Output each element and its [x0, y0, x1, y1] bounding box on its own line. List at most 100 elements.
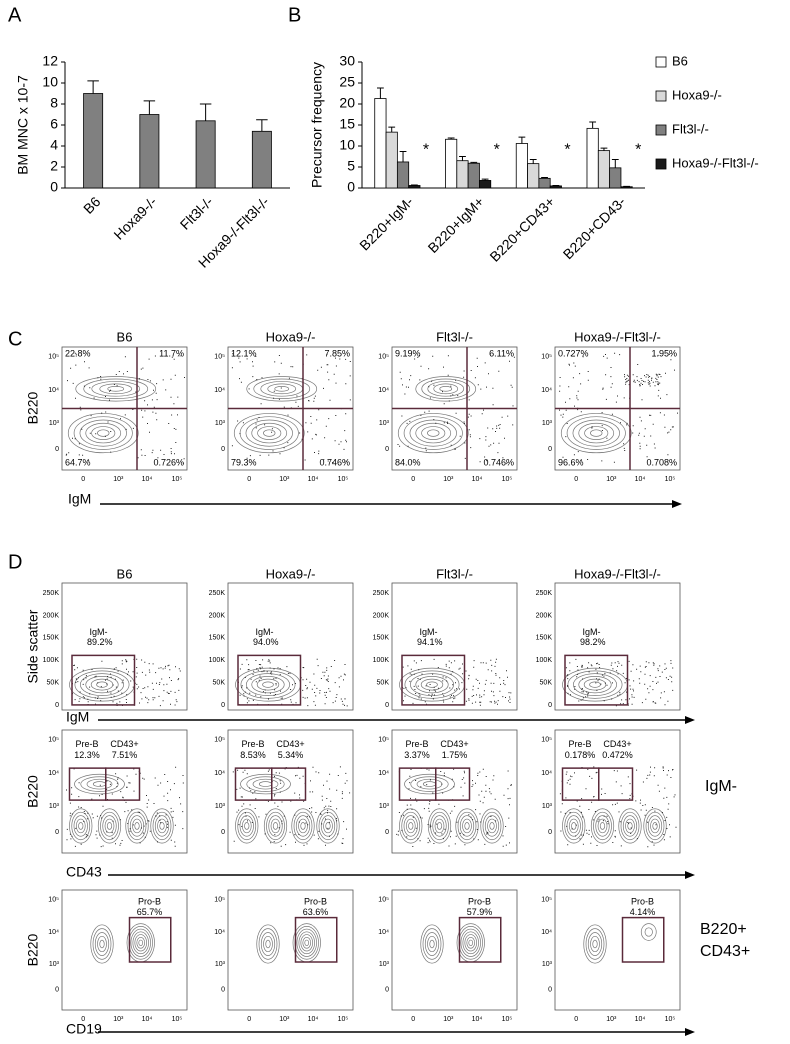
y-tick-label: 10⁴: [378, 770, 389, 777]
contour: [74, 670, 130, 699]
contour: [237, 811, 257, 841]
arrow-head: [672, 500, 682, 508]
y-tick-label: 15: [339, 116, 355, 132]
arrow-head: [685, 716, 695, 724]
contour: [83, 378, 149, 400]
y-axis-label: B220: [25, 775, 41, 808]
contour: [587, 932, 603, 956]
column-title: Hoxa9-/-Flt3l-/-: [574, 329, 661, 344]
contour: [464, 934, 477, 952]
contour: [318, 811, 338, 841]
quadrant-percent: 0.726%: [153, 457, 184, 467]
panel-label: C: [8, 328, 22, 350]
y-tick-label: 10⁵: [214, 737, 225, 744]
contour: [427, 808, 452, 844]
y-tick-label: 0: [347, 179, 355, 195]
gate-name: CD43+: [603, 739, 631, 749]
contour: [107, 386, 125, 392]
contour: [622, 815, 638, 837]
contour: [298, 931, 315, 955]
y-tick-label: 200K: [536, 612, 553, 619]
contour: [644, 927, 653, 937]
y-tick-label: 50K: [540, 679, 553, 686]
y-tick-label: 10⁴: [214, 770, 225, 777]
y-tick-label: 10³: [215, 961, 226, 968]
y-tick-label: 200K: [43, 612, 60, 619]
quadrant-percent: 1.95%: [651, 348, 677, 358]
contour: [427, 429, 440, 437]
contour: [421, 378, 471, 400]
contour: [455, 808, 479, 844]
quadrant-percent: 0.746%: [319, 457, 350, 467]
y-tick-label: 10⁴: [48, 387, 59, 394]
y-tick-label: 0: [548, 829, 552, 836]
legend-swatch: [655, 124, 667, 136]
contour: [241, 818, 252, 834]
contour: [434, 818, 445, 834]
y-tick-label: 25: [339, 74, 355, 90]
contour: [424, 932, 440, 956]
bar: [597, 150, 611, 189]
events: [559, 352, 678, 463]
x-tick-label: 10³: [279, 476, 290, 483]
bar: [586, 127, 599, 189]
contour: [420, 924, 444, 964]
legend-label: Hoxa9-/-: [672, 87, 722, 102]
y-tick-label: 10⁵: [541, 737, 552, 744]
error-bar: [518, 136, 526, 144]
y-tick-label: 10⁵: [378, 354, 389, 361]
contour: [416, 778, 443, 790]
legend-label: Hoxa9-/-Flt3l-/-: [672, 155, 759, 170]
bar: [620, 186, 633, 189]
contour: [92, 781, 107, 787]
contour: [132, 818, 142, 834]
contour: [578, 422, 615, 444]
contour: [302, 936, 312, 949]
y-tick-label: 150K: [373, 635, 390, 642]
contour: [572, 673, 618, 696]
contour: [567, 670, 623, 699]
y-axis-label: BM MNC x 10-7: [15, 75, 31, 175]
events: [397, 353, 515, 465]
gate: [401, 654, 466, 706]
contour: [73, 815, 88, 837]
quadrant-percent: 9.19%: [395, 348, 421, 358]
plot-frame: [391, 582, 518, 711]
contour: [427, 935, 437, 953]
contour: [652, 822, 658, 830]
contour: [409, 673, 455, 696]
contour: [480, 808, 504, 844]
y-tick-label: 10⁵: [48, 354, 59, 361]
y-tick-label: 250K: [373, 590, 390, 597]
y-tick-label: 50K: [377, 679, 390, 686]
events: [396, 767, 512, 847]
contour: [128, 925, 153, 960]
contour: [258, 781, 273, 787]
error-bar: [399, 150, 407, 162]
contour: [73, 416, 133, 450]
y-tick-label: 0: [221, 702, 225, 709]
gate-percent: 0.472%: [602, 750, 633, 760]
contour: [132, 931, 149, 955]
contour: [583, 678, 607, 691]
gate-name: Pro-B: [468, 896, 491, 906]
contour: [100, 811, 119, 841]
contour: [266, 811, 285, 841]
column-title: B6: [117, 566, 133, 581]
y-tick-label: 10⁵: [541, 896, 552, 903]
y-tick-label: 10⁵: [378, 737, 389, 744]
contour: [429, 939, 435, 949]
contour: [293, 811, 313, 841]
plot-frame: [61, 582, 188, 711]
annotation: *: [564, 141, 570, 158]
y-tick-label: 0: [385, 829, 389, 836]
gate-percent: 94.0%: [253, 637, 279, 647]
contour: [460, 928, 481, 957]
y-tick-label: 0: [55, 702, 59, 709]
contour: [104, 818, 115, 834]
contour: [150, 808, 174, 844]
bar: [139, 114, 160, 189]
bar: [538, 177, 551, 189]
contour: [298, 818, 308, 834]
x-tick-label: 10⁴: [308, 476, 319, 483]
